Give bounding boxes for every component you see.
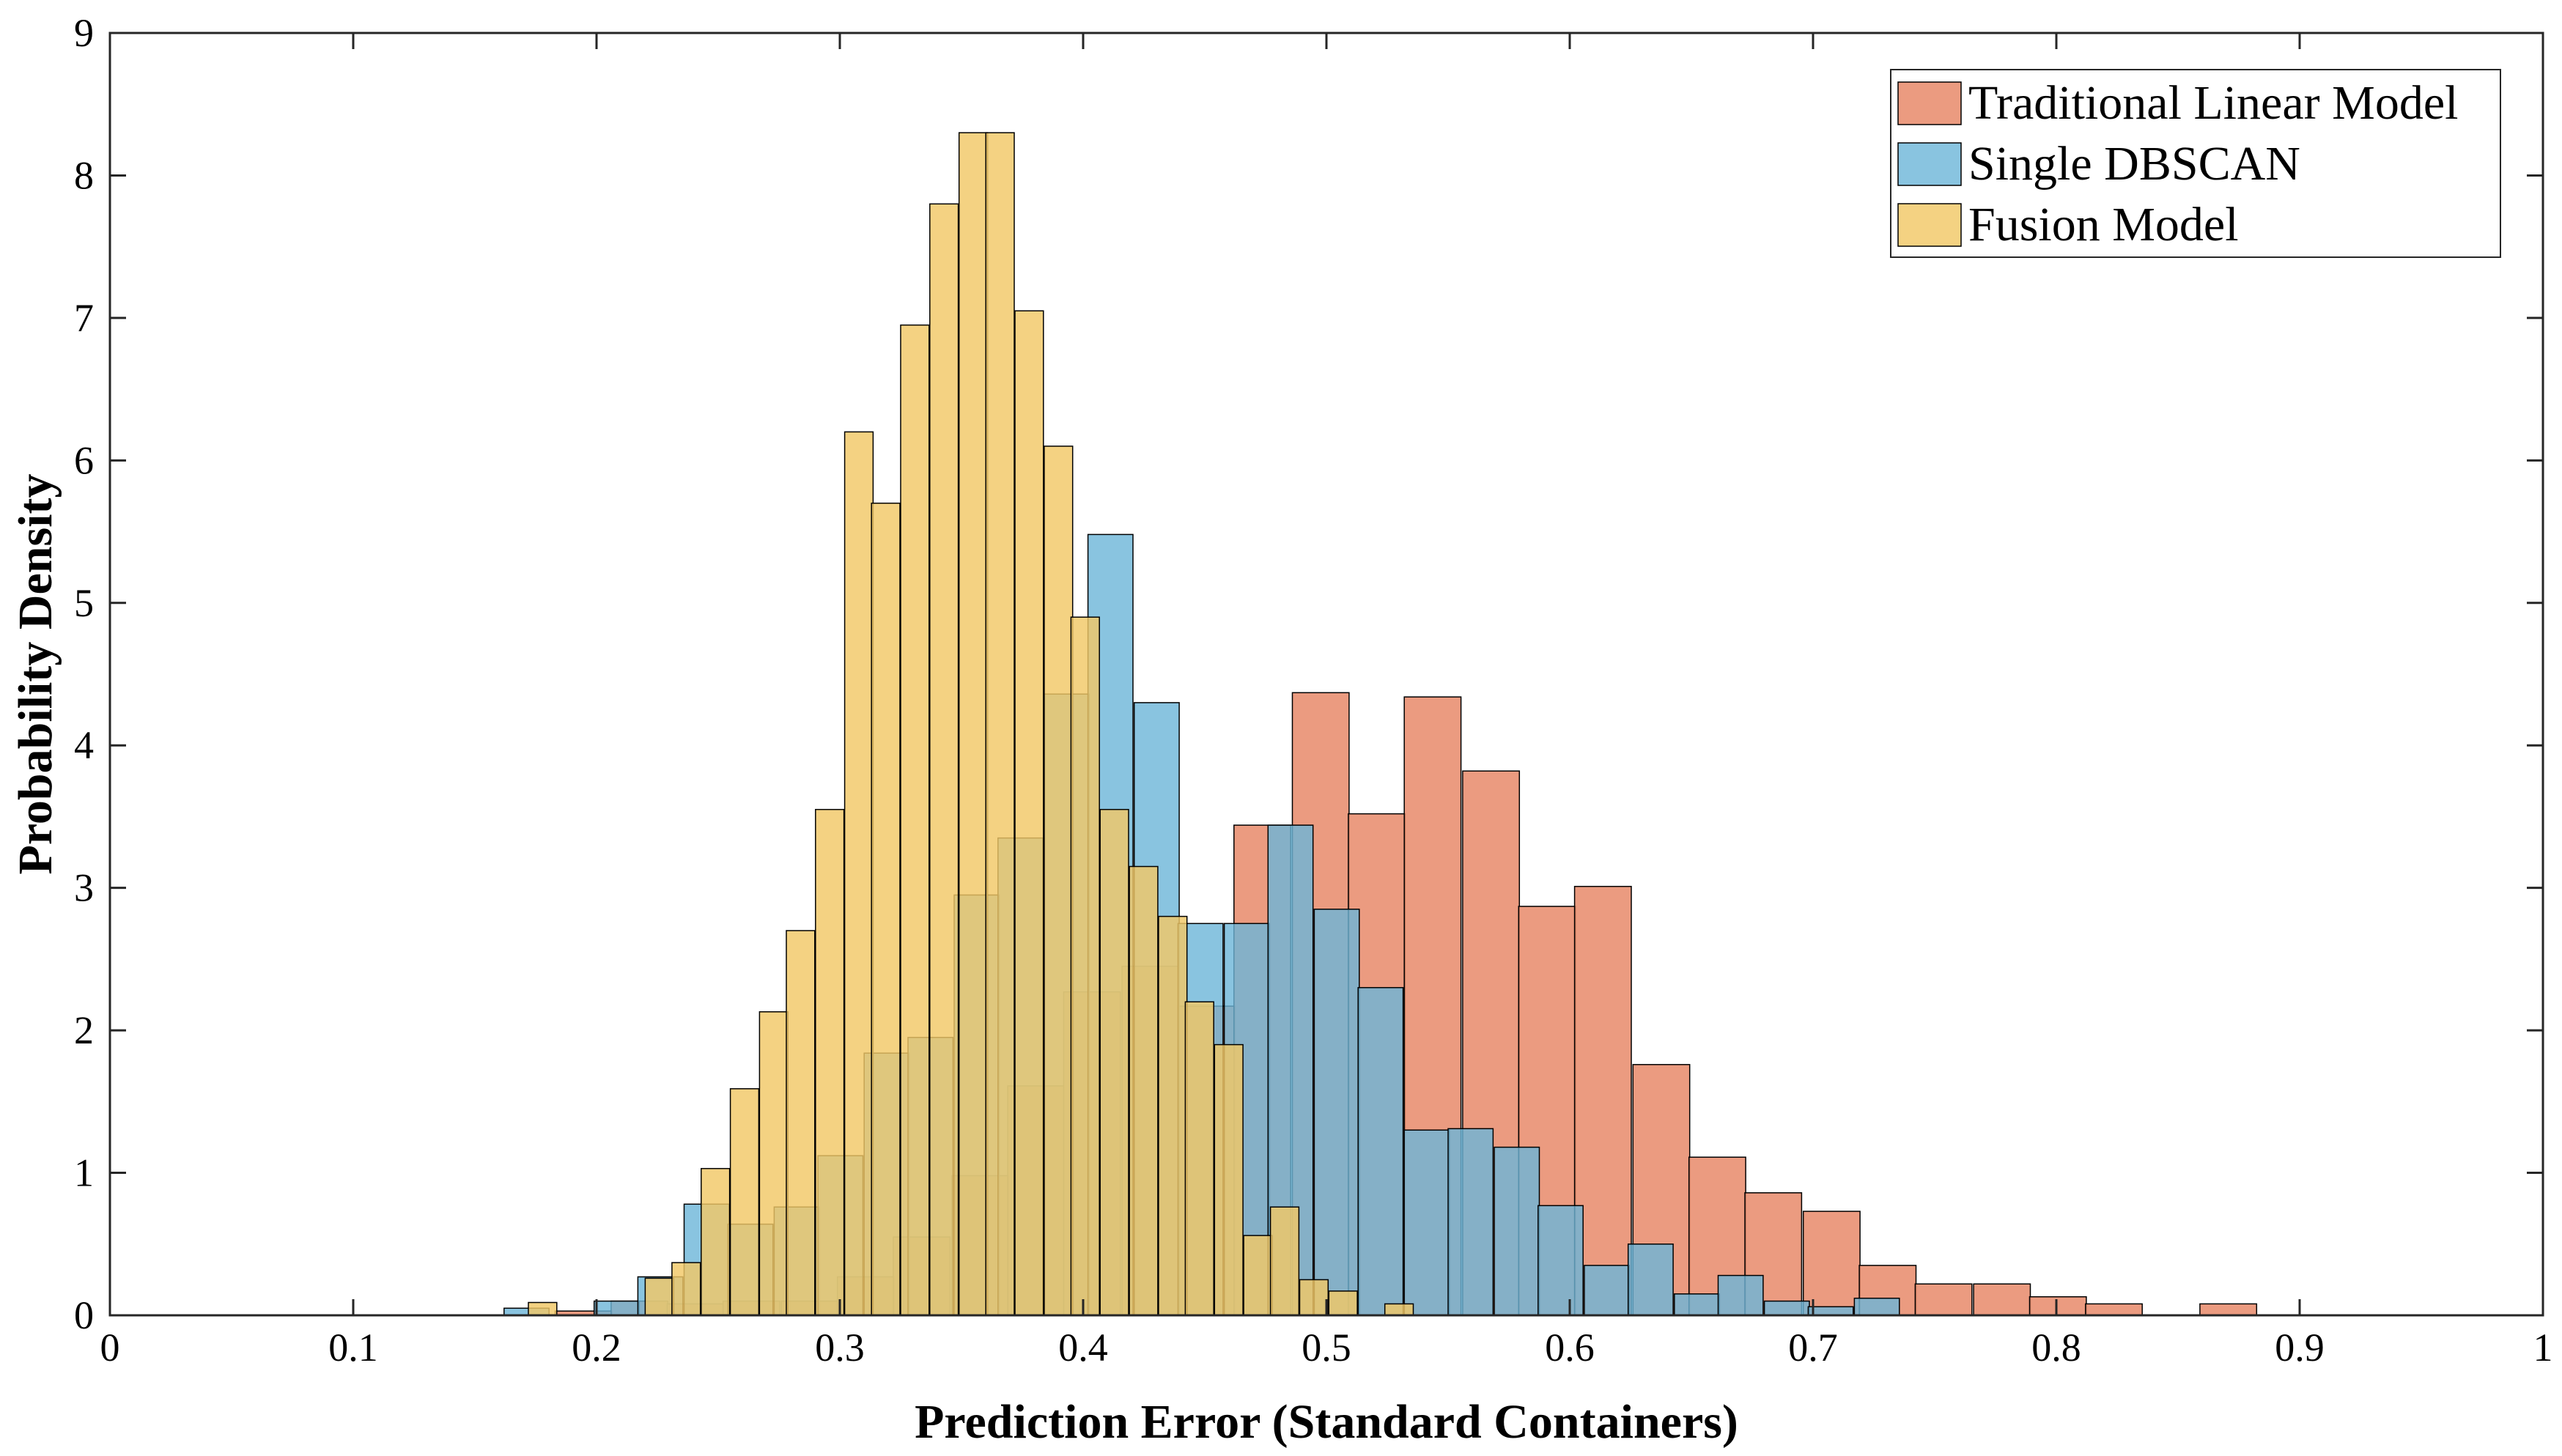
bar-fusion-model-15 — [1044, 446, 1074, 1316]
bar-fusion-model-14 — [1014, 310, 1044, 1316]
bar-fusion-model-2 — [671, 1262, 701, 1316]
bar-traditional-linear-model-26 — [2028, 1296, 2087, 1316]
bar-fusion-model-19 — [1158, 915, 1188, 1316]
bar-single-dbscan-19 — [1403, 1129, 1450, 1316]
x-tick-label-2: 0.2 — [572, 1326, 621, 1370]
bar-fusion-model-11 — [929, 203, 959, 1316]
bar-fusion-model-10 — [900, 324, 930, 1316]
bar-fusion-model-13 — [985, 132, 1015, 1316]
bar-single-dbscan-26 — [1717, 1274, 1764, 1316]
bar-fusion-model-4 — [729, 1088, 760, 1316]
x-tick-label-9: 0.9 — [2275, 1326, 2325, 1370]
y-axis: 0 1 2 3 4 5 6 7 8 9 — [74, 11, 2543, 1337]
legend-entry-traditional-linear-model: Traditional Linear Model — [1897, 76, 2458, 130]
bar-single-dbscan-25 — [1674, 1293, 1720, 1316]
bar-single-dbscan-21 — [1494, 1146, 1540, 1316]
legend-box — [1890, 69, 2501, 258]
bar-fusion-model-18 — [1129, 865, 1159, 1316]
bar-fusion-model-1 — [644, 1277, 674, 1316]
x-tick-label-4: 0.4 — [1058, 1326, 1108, 1370]
bar-fusion-model-17 — [1099, 808, 1129, 1316]
legend-swatch-fusion-model — [1897, 203, 1962, 247]
bar-traditional-linear-model-24 — [1914, 1283, 1973, 1316]
bar-single-dbscan-1 — [593, 1300, 640, 1316]
x-axis: 0 0.1 0.2 0.3 0.4 0.5 0.6 0.7 0.8 0.9 1 — [100, 33, 2553, 1370]
bar-fusion-model-0 — [528, 1301, 558, 1316]
bar-fusion-model-21 — [1214, 1043, 1244, 1316]
bar-fusion-model-7 — [815, 808, 845, 1316]
bar-single-dbscan-17 — [1313, 909, 1360, 1316]
bar-fusion-model-12 — [958, 132, 989, 1316]
bar-fusion-model-5 — [758, 1011, 789, 1316]
bar-fusion-model-3 — [701, 1167, 731, 1316]
legend-label-traditional-linear-model: Traditional Linear Model — [1968, 76, 2458, 130]
bar-traditional-linear-model-25 — [1973, 1283, 2031, 1316]
y-tick-label-6: 6 — [74, 438, 94, 482]
y-tick-label-1: 1 — [74, 1151, 94, 1195]
bar-fusion-model-24 — [1299, 1279, 1329, 1316]
x-tick-label-6: 0.6 — [1545, 1326, 1595, 1370]
y-tick-label-7: 7 — [74, 296, 94, 340]
legend-entry-fusion-model: Fusion Model — [1897, 198, 2239, 251]
bar-fusion-model-25 — [1328, 1290, 1358, 1316]
legend-label-fusion-model: Fusion Model — [1968, 198, 2239, 251]
bar-single-dbscan-20 — [1447, 1128, 1494, 1316]
bar-single-dbscan-22 — [1537, 1205, 1584, 1316]
y-tick-label-0: 0 — [74, 1293, 94, 1337]
x-tick-label-7: 0.7 — [1788, 1326, 1838, 1370]
y-tick-label-4: 4 — [74, 723, 94, 767]
bar-traditional-linear-model-22 — [1802, 1211, 1861, 1316]
bar-single-dbscan-23 — [1584, 1265, 1631, 1316]
x-tick-label-10: 1 — [2533, 1326, 2553, 1370]
bar-fusion-model-23 — [1269, 1206, 1300, 1316]
legend-label-single-dbscan: Single DBSCAN — [1968, 137, 2300, 191]
y-axis-title: Probability Density — [9, 474, 62, 875]
x-tick-label-8: 0.8 — [2031, 1326, 2081, 1370]
x-tick-label-5: 0.5 — [1302, 1326, 1351, 1370]
bar-fusion-model-16 — [1070, 616, 1100, 1316]
bar-single-dbscan-29 — [1853, 1297, 1900, 1316]
y-tick-label-3: 3 — [74, 866, 94, 910]
legend-swatch-traditional-linear-model — [1897, 81, 1962, 125]
bar-traditional-linear-model-28 — [2199, 1303, 2258, 1316]
bar-fusion-model-9 — [871, 502, 901, 1316]
legend: Traditional Linear Model Single DBSCAN F… — [1890, 69, 2501, 258]
histogram-bars — [503, 132, 2258, 1316]
y-tick-label-5: 5 — [74, 581, 94, 625]
y-tick-label-9: 9 — [74, 11, 94, 55]
bar-single-dbscan-24 — [1627, 1243, 1674, 1316]
x-tick-label-1: 0.1 — [328, 1326, 378, 1370]
bar-traditional-linear-model-18 — [1573, 885, 1632, 1316]
bar-single-dbscan-18 — [1357, 987, 1404, 1316]
bar-single-dbscan-28 — [1807, 1306, 1854, 1316]
bar-single-dbscan-27 — [1763, 1300, 1810, 1316]
legend-entry-single-dbscan: Single DBSCAN — [1897, 137, 2300, 191]
x-axis-title: Prediction Error (Standard Containers) — [915, 1395, 1738, 1449]
y-tick-label-2: 2 — [74, 1008, 94, 1052]
bar-fusion-model-8 — [843, 431, 874, 1316]
bar-fusion-model-26 — [1384, 1303, 1414, 1316]
x-tick-label-3: 0.3 — [815, 1326, 865, 1370]
series-fusion-model — [528, 132, 1414, 1316]
bar-traditional-linear-model-27 — [2085, 1303, 2143, 1316]
legend-swatch-single-dbscan — [1897, 142, 1962, 186]
bar-fusion-model-6 — [786, 930, 816, 1316]
bar-fusion-model-20 — [1184, 1001, 1214, 1316]
x-tick-label-0: 0 — [100, 1326, 120, 1370]
bar-fusion-model-22 — [1243, 1235, 1273, 1316]
y-tick-label-8: 8 — [74, 153, 94, 197]
